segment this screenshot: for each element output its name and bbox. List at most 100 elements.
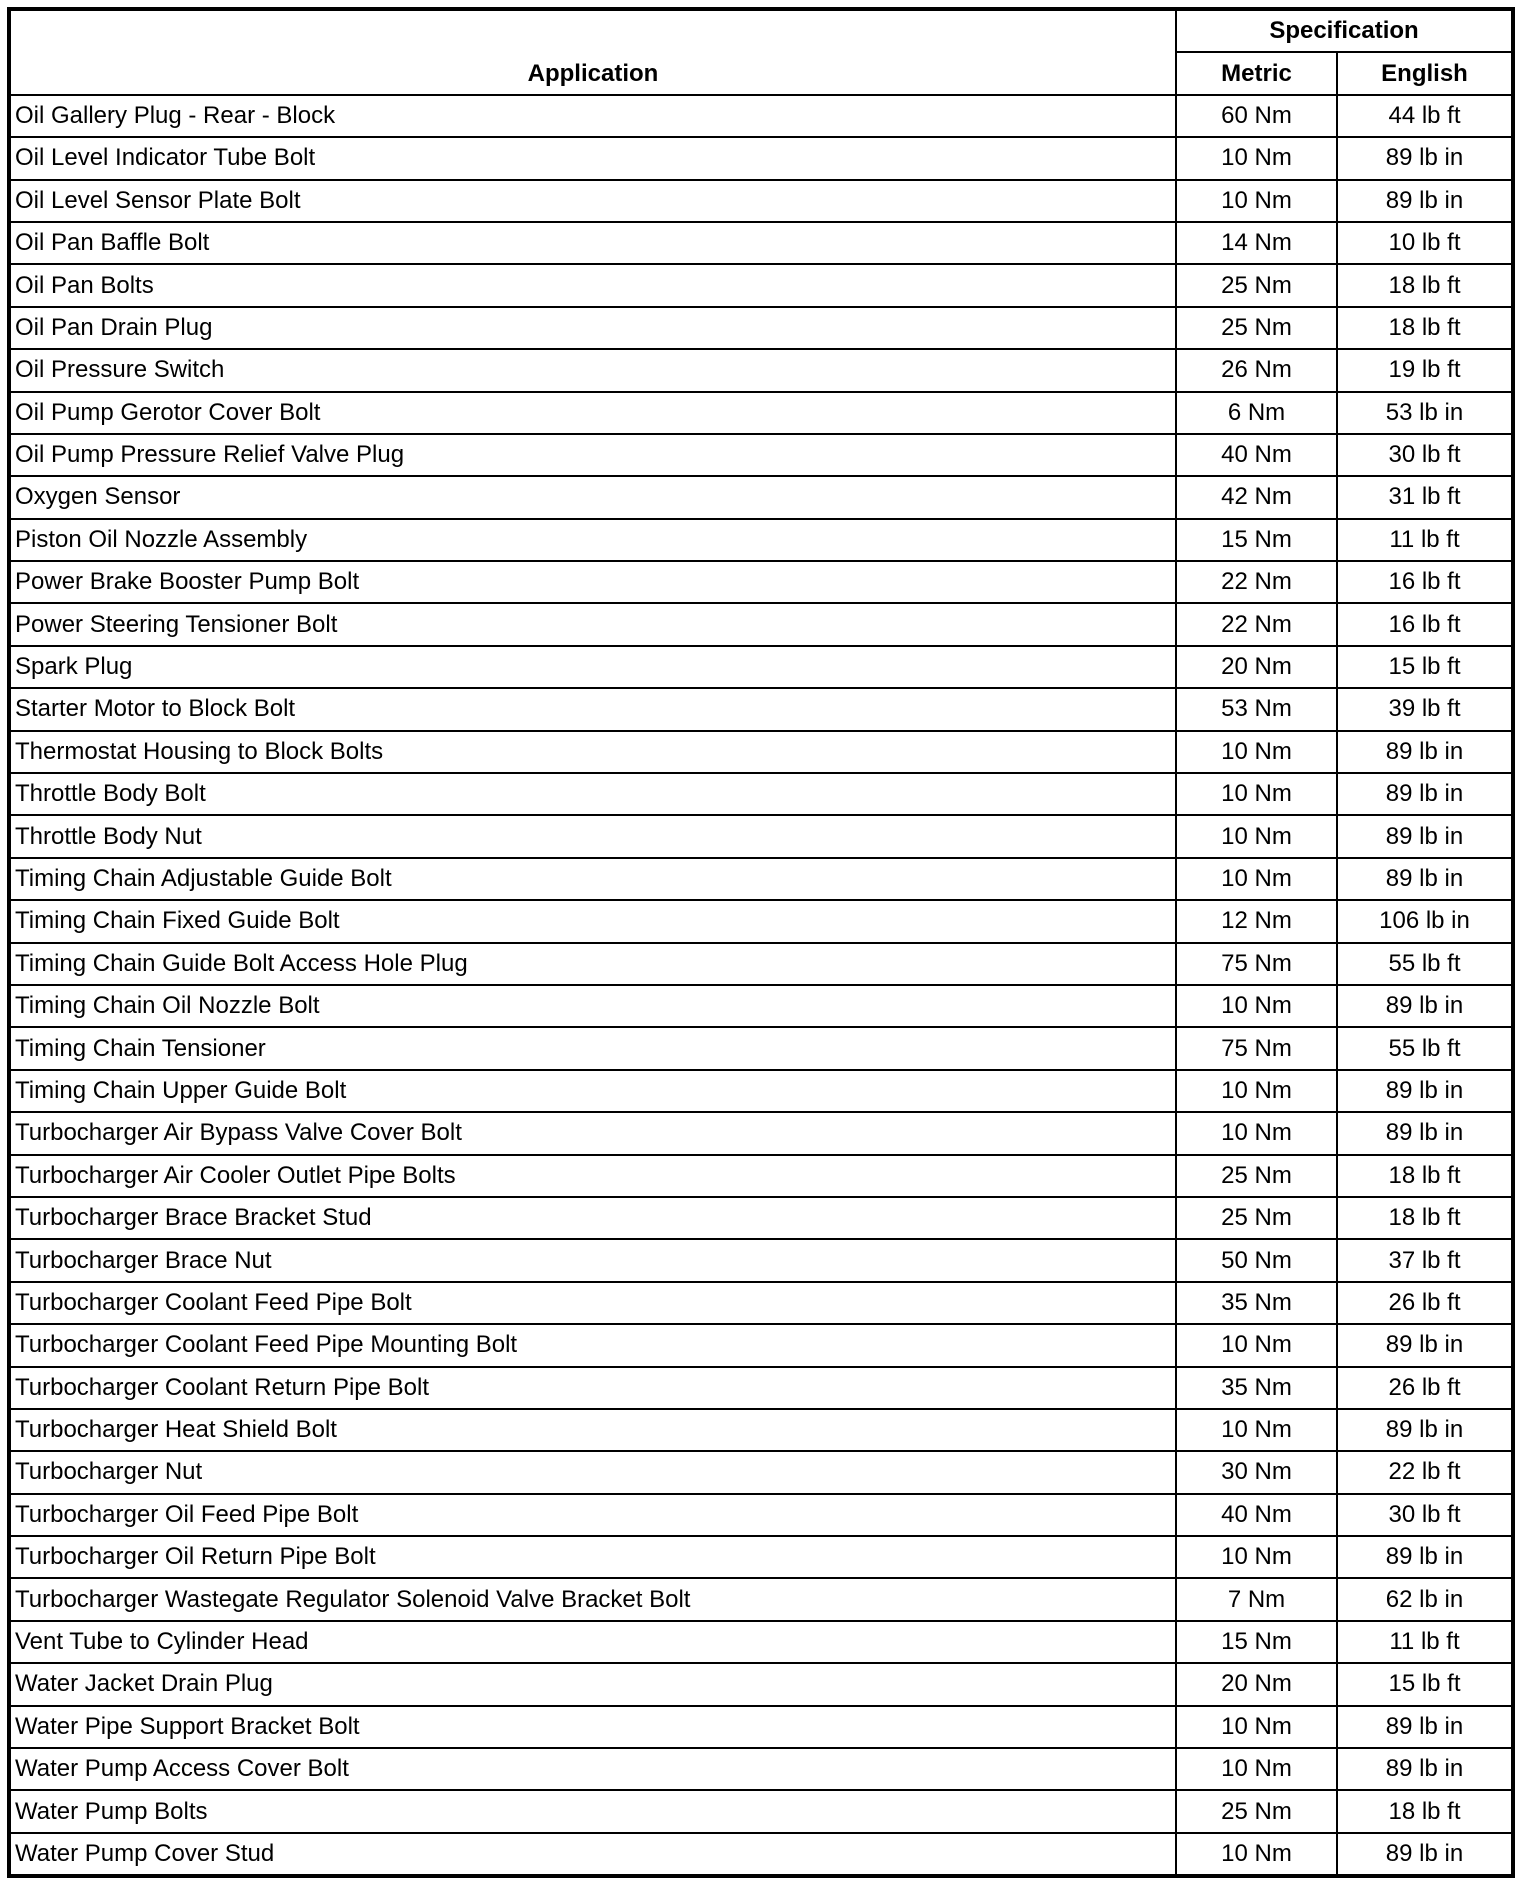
english-cell: 19 lb ft <box>1336 348 1514 393</box>
english-cell: 89 lb in <box>1336 772 1514 817</box>
application-cell: Oil Level Indicator Tube Bolt <box>8 136 1177 181</box>
metric-cell: 10 Nm <box>1175 1747 1338 1792</box>
application-cell: Turbocharger Brace Nut <box>8 1238 1177 1283</box>
table-row: Turbocharger Air Bypass Valve Cover Bolt… <box>8 1111 1514 1156</box>
english-cell: 55 lb ft <box>1336 1026 1514 1071</box>
metric-cell: 26 Nm <box>1175 348 1338 393</box>
english-cell: 11 lb ft <box>1336 517 1514 563</box>
english-cell: 11 lb ft <box>1336 1619 1514 1665</box>
english-cell: 89 lb in <box>1336 1407 1514 1453</box>
metric-cell: 7 Nm <box>1175 1577 1338 1622</box>
table-row: Oil Pan Bolts 25 Nm 18 lb ft <box>8 263 1514 308</box>
metric-cell: 12 Nm <box>1175 899 1338 944</box>
metric-cell: 10 Nm <box>1175 1323 1338 1368</box>
table-row: Oil Pan Drain Plug 25 Nm 18 lb ft <box>8 305 1514 351</box>
english-cell: 15 lb ft <box>1336 1662 1514 1707</box>
application-cell: Timing Chain Fixed Guide Bolt <box>8 899 1177 944</box>
metric-cell: 25 Nm <box>1175 263 1338 308</box>
application-cell: Oil Gallery Plug - Rear - Block <box>8 93 1177 139</box>
metric-cell: 10 Nm <box>1175 1535 1338 1580</box>
english-cell: 89 lb in <box>1336 1111 1514 1156</box>
table-row: Oil Level Indicator Tube Bolt 10 Nm 89 lb … <box>8 136 1514 181</box>
table-row: Throttle Body Bolt 10 Nm 89 lb in <box>8 772 1514 817</box>
table-row: Water Pump Cover Stud 10 Nm 89 lb in <box>8 1831 1514 1878</box>
english-cell: 55 lb ft <box>1336 941 1514 986</box>
english-cell: 89 lb in <box>1336 1831 1514 1878</box>
english-cell: 31 lb ft <box>1336 475 1514 520</box>
english-cell: 37 lb ft <box>1336 1238 1514 1283</box>
english-cell: 44 lb ft <box>1336 93 1514 139</box>
metric-cell: 75 Nm <box>1175 1026 1338 1071</box>
table-row: Turbocharger Wastegate Regulator Solenoi… <box>8 1577 1514 1622</box>
application-cell: Turbocharger Heat Shield Bolt <box>8 1407 1177 1453</box>
table-row: Oil Gallery Plug - Rear - Block 60 Nm 44 l… <box>8 93 1514 139</box>
application-cell: Timing Chain Guide Bolt Access Hole Plug <box>8 941 1177 986</box>
metric-cell: 30 Nm <box>1175 1450 1338 1495</box>
english-cell: 18 lb ft <box>1336 1195 1514 1241</box>
application-cell: Turbocharger Coolant Feed Pipe Mounting … <box>8 1323 1177 1368</box>
english-cell: 89 lb in <box>1336 983 1514 1029</box>
english-cell: 30 lb ft <box>1336 432 1514 478</box>
metric-cell: 22 Nm <box>1175 560 1338 605</box>
application-cell: Timing Chain Oil Nozzle Bolt <box>8 983 1177 1029</box>
torque-spec-table: Application Specification Metric English… <box>7 7 1515 1878</box>
table-row: Throttle Body Nut 10 Nm 89 lb in <box>8 814 1514 859</box>
application-cell: Oil Pump Gerotor Cover Bolt <box>8 390 1177 435</box>
metric-cell: 25 Nm <box>1175 305 1338 351</box>
application-cell: Turbocharger Nut <box>8 1450 1177 1495</box>
application-cell: Turbocharger Air Cooler Outlet Pipe Bolt… <box>8 1153 1177 1198</box>
application-cell: Throttle Body Nut <box>8 814 1177 859</box>
english-cell: 89 lb in <box>1336 856 1514 902</box>
table-row: Vent Tube to Cylinder Head 15 Nm 11 lb ft <box>8 1619 1514 1665</box>
table-row: Timing Chain Guide Bolt Access Hole Plug… <box>8 941 1514 986</box>
table-row: Power Brake Booster Pump Bolt 22 Nm 16 lb … <box>8 560 1514 605</box>
table-row: Turbocharger Brace Bracket Stud 25 Nm 18 l… <box>8 1195 1514 1241</box>
metric-cell: 20 Nm <box>1175 644 1338 690</box>
metric-cell: 10 Nm <box>1175 856 1338 902</box>
table-row: Turbocharger Heat Shield Bolt 10 Nm 89 lb … <box>8 1407 1514 1453</box>
metric-cell: 42 Nm <box>1175 475 1338 520</box>
table-row: Oil Pressure Switch 26 Nm 19 lb ft <box>8 348 1514 393</box>
application-cell: Oil Level Sensor Plate Bolt <box>8 178 1177 223</box>
table-row: Oil Pump Pressure Relief Valve Plug 40 Nm… <box>8 432 1514 478</box>
metric-cell: 40 Nm <box>1175 1492 1338 1538</box>
metric-cell: 10 Nm <box>1175 814 1338 859</box>
metric-cell: 10 Nm <box>1175 1831 1338 1878</box>
english-cell: 18 lb ft <box>1336 1153 1514 1198</box>
table-row: Turbocharger Coolant Feed Pipe Mounting … <box>8 1323 1514 1368</box>
english-cell: 16 lb ft <box>1336 602 1514 647</box>
application-cell: Water Pump Bolts <box>8 1789 1177 1834</box>
table-row: Turbocharger Brace Nut 50 Nm 37 lb ft <box>8 1238 1514 1283</box>
application-cell: Water Pump Access Cover Bolt <box>8 1747 1177 1792</box>
metric-cell: 50 Nm <box>1175 1238 1338 1283</box>
application-cell: Turbocharger Coolant Return Pipe Bolt <box>8 1365 1177 1410</box>
application-cell: Turbocharger Air Bypass Valve Cover Bolt <box>8 1111 1177 1156</box>
application-cell: Oil Pan Baffle Bolt <box>8 220 1177 266</box>
table-row: Timing Chain Fixed Guide Bolt 12 Nm 106 lb… <box>8 899 1514 944</box>
application-cell: Power Steering Tensioner Bolt <box>8 602 1177 647</box>
table-row: Piston Oil Nozzle Assembly 15 Nm 11 lb ft <box>8 517 1514 563</box>
metric-cell: 10 Nm <box>1175 1704 1338 1750</box>
application-cell: Throttle Body Bolt <box>8 772 1177 817</box>
english-cell: 89 lb in <box>1336 1535 1514 1580</box>
english-cell: 89 lb in <box>1336 136 1514 181</box>
metric-cell: 10 Nm <box>1175 729 1338 775</box>
metric-cell: 25 Nm <box>1175 1789 1338 1834</box>
application-cell: Turbocharger Coolant Feed Pipe Bolt <box>8 1280 1177 1326</box>
table-row: Oil Pump Gerotor Cover Bolt 6 Nm 53 lb in <box>8 390 1514 435</box>
table-row: Water Pump Bolts 25 Nm 18 lb ft <box>8 1789 1514 1834</box>
english-cell: 26 lb ft <box>1336 1280 1514 1326</box>
metric-cell: 10 Nm <box>1175 1111 1338 1156</box>
header-metric: Metric <box>1175 51 1338 96</box>
english-cell: 18 lb ft <box>1336 305 1514 351</box>
english-cell: 15 lb ft <box>1336 644 1514 690</box>
english-cell: 18 lb ft <box>1336 1789 1514 1834</box>
metric-cell: 14 Nm <box>1175 220 1338 266</box>
table-row: Turbocharger Oil Feed Pipe Bolt 40 Nm 30 l… <box>8 1492 1514 1538</box>
application-cell: Power Brake Booster Pump Bolt <box>8 560 1177 605</box>
metric-cell: 22 Nm <box>1175 602 1338 647</box>
table-row: Turbocharger Coolant Return Pipe Bolt 35 … <box>8 1365 1514 1410</box>
english-cell: 62 lb in <box>1336 1577 1514 1622</box>
english-cell: 89 lb in <box>1336 1747 1514 1792</box>
application-cell: Turbocharger Brace Bracket Stud <box>8 1195 1177 1241</box>
